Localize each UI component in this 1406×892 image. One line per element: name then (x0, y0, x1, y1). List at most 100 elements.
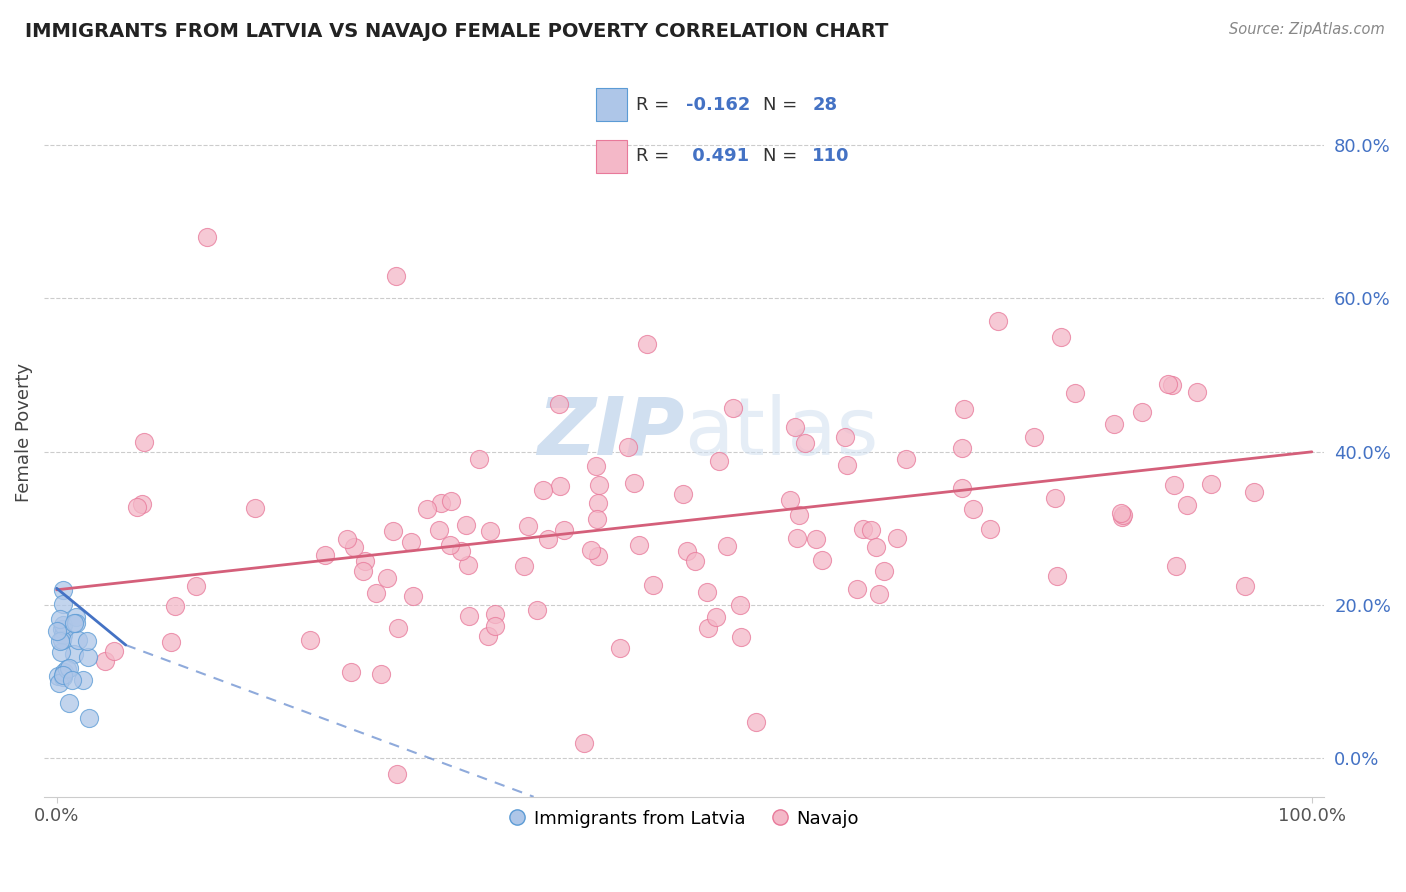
Point (343, 540, 366, 554)
Point (574, 736, 596, 750)
Point (696, 585, 718, 599)
Point (477, 629, 499, 643)
Point (953, 402, 976, 417)
Point (76, 650, 98, 665)
Point (375, 571, 398, 585)
Point (340, 665, 363, 680)
Point (865, 540, 887, 554)
Point (588, 478, 610, 492)
Point (609, 640, 631, 655)
Point (716, 540, 738, 554)
Point (1199, 477, 1222, 491)
Point (1175, 498, 1198, 512)
Point (873, 564, 896, 578)
Point (127, 500, 149, 514)
Point (336, 532, 359, 546)
Point (103, 644, 125, 658)
Point (52, 582, 75, 597)
Text: -0.162: -0.162 (686, 96, 749, 114)
Point (1022, 430, 1045, 444)
Point (786, 532, 808, 546)
Point (579, 542, 602, 557)
Point (586, 496, 609, 510)
Point (683, 554, 706, 568)
Point (427, 523, 450, 537)
Point (65, 609, 87, 624)
Text: 110: 110 (813, 147, 849, 165)
Point (537, 532, 560, 546)
Point (299, 632, 322, 647)
Point (352, 564, 374, 578)
Point (804, 532, 827, 546)
Point (51, 645, 73, 659)
Point (553, 523, 575, 537)
Point (484, 607, 506, 621)
Point (366, 586, 388, 600)
Point (950, 442, 973, 456)
Point (723, 401, 745, 415)
Point (48, 675, 70, 690)
Point (1112, 508, 1135, 523)
Point (58, 661, 80, 675)
Point (46, 669, 69, 683)
Point (1187, 385, 1209, 400)
Point (548, 397, 571, 411)
Point (1043, 491, 1066, 505)
Point (454, 518, 477, 533)
Point (416, 502, 439, 516)
Point (704, 610, 727, 624)
Point (779, 493, 801, 508)
Point (195, 230, 218, 244)
Point (745, 714, 768, 729)
Point (585, 458, 607, 473)
Point (641, 578, 664, 592)
Point (1046, 569, 1069, 583)
Point (675, 544, 697, 558)
Point (783, 420, 806, 434)
Point (76, 633, 98, 648)
Point (672, 487, 695, 501)
Point (728, 599, 751, 613)
Text: N =: N = (763, 147, 797, 165)
Point (586, 549, 609, 563)
Point (952, 482, 974, 496)
Point (1111, 510, 1133, 524)
Point (382, 524, 405, 539)
Text: R =: R = (636, 96, 669, 114)
Bar (596, 88, 627, 121)
Point (1063, 385, 1085, 400)
Point (484, 618, 506, 632)
Point (516, 519, 538, 533)
Point (52, 670, 75, 684)
Point (439, 538, 461, 552)
Point (1157, 376, 1180, 391)
Point (548, 479, 571, 493)
Point (468, 451, 491, 466)
Point (245, 500, 267, 515)
Point (402, 589, 425, 603)
Point (52, 597, 75, 611)
Point (384, 268, 406, 283)
Point (730, 631, 752, 645)
Point (56, 662, 79, 676)
Bar (596, 140, 627, 173)
Text: N =: N = (763, 96, 797, 114)
Point (353, 554, 375, 568)
Point (186, 579, 208, 593)
Point (52, 617, 75, 632)
Point (49, 612, 72, 626)
Point (370, 666, 392, 681)
Point (707, 454, 730, 468)
Point (478, 524, 501, 538)
Point (430, 495, 453, 509)
Point (1049, 330, 1071, 344)
Point (811, 553, 834, 567)
Point (52, 628, 75, 642)
Point (51, 623, 73, 637)
Point (51, 633, 73, 648)
Point (131, 497, 153, 511)
Legend: Immigrants from Latvia, Navajo: Immigrants from Latvia, Navajo (503, 803, 866, 835)
Point (46, 624, 69, 638)
Point (387, 767, 409, 781)
Point (835, 458, 858, 473)
